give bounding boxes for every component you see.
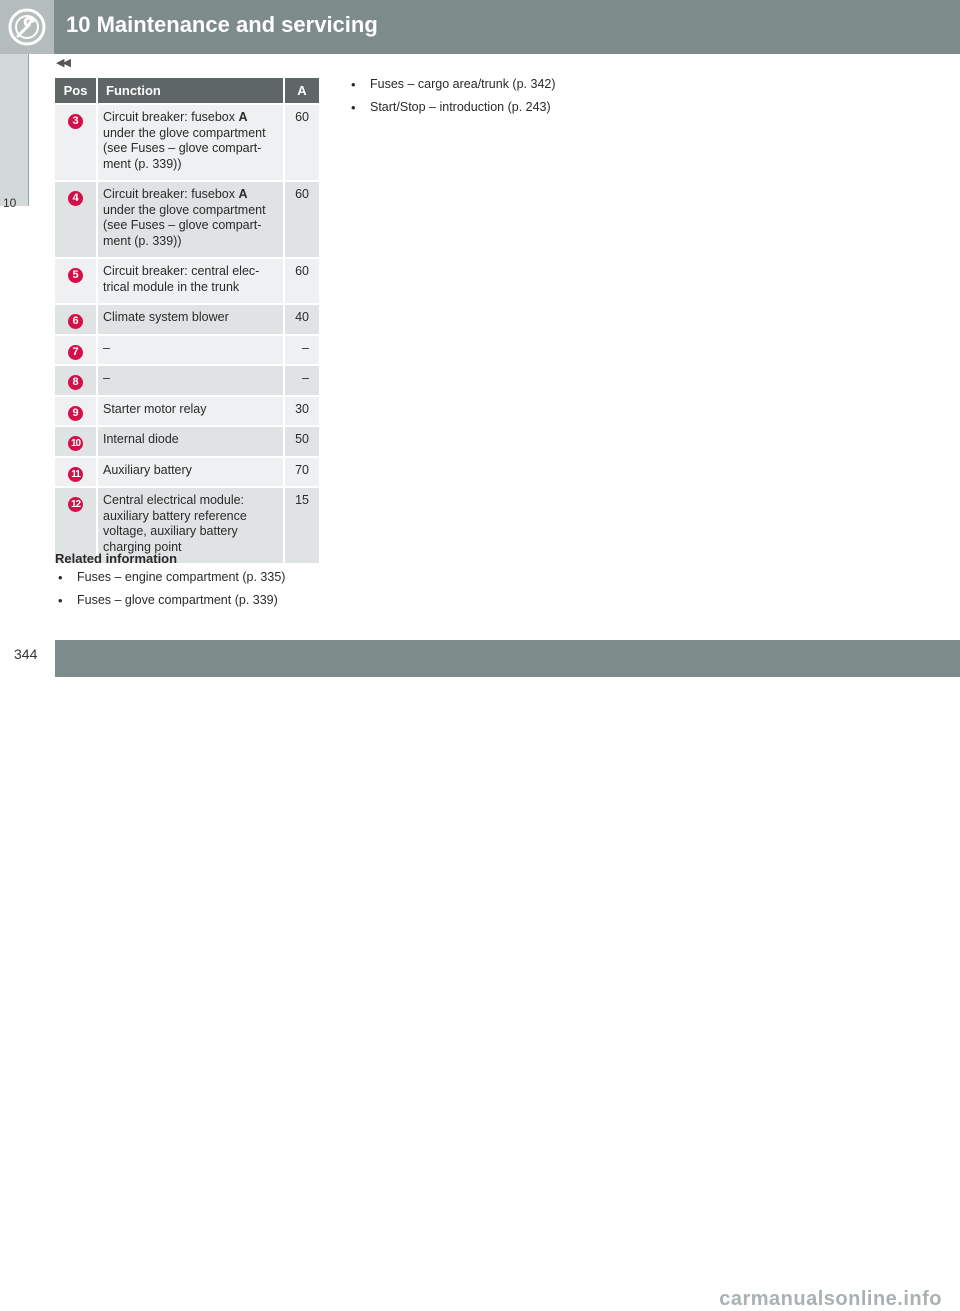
page-number: 344 bbox=[14, 646, 38, 662]
header-bar: 10 Maintenance and servicing bbox=[0, 0, 960, 54]
function-cell: Central electrical module: auxiliary bat… bbox=[97, 486, 285, 563]
function-cell: Circuit breaker: fusebox A under the glo… bbox=[97, 103, 285, 181]
related-information: Related information • Fuses – engine comp… bbox=[55, 551, 335, 616]
function-text: Circuit breaker: central elec-trical mod… bbox=[103, 264, 260, 294]
position-cell: 8 bbox=[55, 364, 98, 396]
function-text-rest: under the glove compartment (see Fuses –… bbox=[103, 202, 266, 248]
amperage-cell: 60 bbox=[284, 103, 319, 181]
function-text-rest: under the glove compartment (see Fuses –… bbox=[103, 125, 266, 171]
page-title: 10 Maintenance and servicing bbox=[66, 12, 378, 37]
function-text: Circuit breaker: fusebox bbox=[103, 187, 239, 201]
column-header-pos: Pos bbox=[55, 78, 98, 104]
position-cell: 9 bbox=[55, 394, 98, 426]
column-header-amperage: A bbox=[284, 78, 319, 104]
table-row: 4 Circuit breaker: fusebox A under the gl… bbox=[55, 180, 319, 258]
amperage-cell: – bbox=[284, 333, 319, 365]
table-row: 6 Climate system blower 40 bbox=[55, 303, 319, 335]
table-row: 12 Central electrical module: auxiliary b… bbox=[55, 486, 319, 563]
function-text: Auxiliary battery bbox=[103, 462, 192, 477]
related-link-text: Fuses – engine compartment (p. 335) bbox=[77, 570, 286, 584]
fusebox-label: A bbox=[238, 187, 248, 201]
bullet-icon: • bbox=[351, 77, 356, 92]
function-cell: – bbox=[97, 333, 285, 365]
position-badge: 10 bbox=[68, 436, 83, 451]
table-row: 10 Internal diode 50 bbox=[55, 425, 319, 457]
amperage-cell: 60 bbox=[284, 180, 319, 258]
table-row: 5 Circuit breaker: central elec-trical mo… bbox=[55, 257, 319, 304]
position-cell: 6 bbox=[55, 303, 98, 335]
related-title: Related information bbox=[55, 551, 178, 566]
position-badge: 9 bbox=[68, 405, 83, 421]
table-header-row: Pos Function A bbox=[55, 78, 319, 104]
position-cell: 10 bbox=[55, 425, 98, 457]
table-row: 11 Auxiliary battery 70 bbox=[55, 455, 319, 487]
wrench-gear-icon bbox=[8, 8, 46, 46]
related-list-continued: • Fuses – cargo area/trunk (p. 342) • Star… bbox=[348, 77, 648, 115]
amperage-cell: 50 bbox=[284, 425, 319, 457]
function-text: Central electrical module: auxiliary bat… bbox=[103, 493, 247, 554]
amperage-cell: 30 bbox=[284, 394, 319, 426]
related-link[interactable]: • Start/Stop – introduction (p. 243) bbox=[348, 100, 648, 115]
fusebox-label: A bbox=[238, 110, 248, 124]
position-badge: 3 bbox=[68, 114, 83, 129]
function-cell: Starter motor relay bbox=[97, 394, 285, 426]
amperage-cell: 40 bbox=[284, 303, 319, 335]
position-cell: 4 bbox=[55, 180, 98, 258]
function-cell: Circuit breaker: fusebox A under the glo… bbox=[97, 180, 285, 258]
amperage-cell: 15 bbox=[284, 486, 319, 563]
chapter-icon-box bbox=[0, 0, 54, 54]
function-cell: Auxiliary battery bbox=[97, 455, 285, 487]
position-cell: 7 bbox=[55, 333, 98, 365]
chapter-side-tab[interactable]: 10 bbox=[0, 54, 29, 210]
position-cell: 12 bbox=[55, 486, 98, 563]
related-link[interactable]: • Fuses – engine compartment (p. 335) bbox=[55, 570, 335, 585]
watermark: carmanualsonline.info bbox=[719, 1288, 942, 1310]
bullet-icon: • bbox=[351, 100, 356, 115]
related-link[interactable]: • Fuses – glove compartment (p. 339) bbox=[55, 593, 335, 608]
related-link[interactable]: • Fuses – cargo area/trunk (p. 342) bbox=[348, 77, 648, 92]
position-cell: 5 bbox=[55, 257, 98, 304]
amperage-cell: 60 bbox=[284, 257, 319, 304]
related-list: • Fuses – engine compartment (p. 335) • Fu… bbox=[55, 570, 335, 608]
footer-bar: carmanualsonline.info bbox=[55, 640, 960, 1310]
function-text: Internal diode bbox=[103, 432, 179, 446]
position-badge: 11 bbox=[68, 466, 83, 482]
table-row: 3 Circuit breaker: fusebox A under the gl… bbox=[55, 103, 319, 181]
function-text: – bbox=[103, 371, 110, 385]
fuse-table: Pos Function A 3 Circuit breaker: fusebox… bbox=[55, 78, 319, 563]
position-badge: 12 bbox=[68, 497, 83, 512]
function-text: Climate system blower bbox=[103, 310, 229, 324]
function-cell: Internal diode bbox=[97, 425, 285, 457]
function-cell: – bbox=[97, 364, 285, 396]
position-badge: 6 bbox=[68, 314, 83, 329]
related-continued: • Fuses – cargo area/trunk (p. 342) • Star… bbox=[348, 77, 648, 123]
function-cell: Climate system blower bbox=[97, 303, 285, 335]
bullet-icon: • bbox=[58, 593, 63, 608]
function-text: – bbox=[103, 340, 110, 355]
bullet-icon: • bbox=[58, 570, 63, 585]
amperage-cell: – bbox=[284, 364, 319, 396]
amperage-cell: 70 bbox=[284, 455, 319, 487]
position-badge: 8 bbox=[68, 375, 83, 390]
position-badge: 5 bbox=[68, 268, 83, 283]
related-link-text: Start/Stop – introduction (p. 243) bbox=[370, 100, 551, 114]
function-text: Circuit breaker: fusebox bbox=[103, 110, 239, 124]
related-link-text: Fuses – cargo area/trunk (p. 342) bbox=[370, 77, 556, 91]
related-link-text: Fuses – glove compartment (p. 339) bbox=[77, 593, 278, 607]
table-row: 7 – – bbox=[55, 333, 319, 365]
function-cell: Circuit breaker: central elec-trical mod… bbox=[97, 257, 285, 304]
position-badge: 4 bbox=[68, 191, 83, 206]
position-cell: 3 bbox=[55, 103, 98, 181]
position-cell: 11 bbox=[55, 455, 98, 487]
position-badge: 7 bbox=[68, 344, 83, 360]
column-header-function: Function bbox=[97, 78, 285, 104]
function-text: Starter motor relay bbox=[103, 401, 207, 416]
table-row: 9 Starter motor relay 30 bbox=[55, 394, 319, 426]
continued-marker: ◀◀ bbox=[56, 57, 71, 69]
chapter-tab-label: 10 bbox=[3, 196, 17, 210]
table-row: 8 – – bbox=[55, 364, 319, 396]
